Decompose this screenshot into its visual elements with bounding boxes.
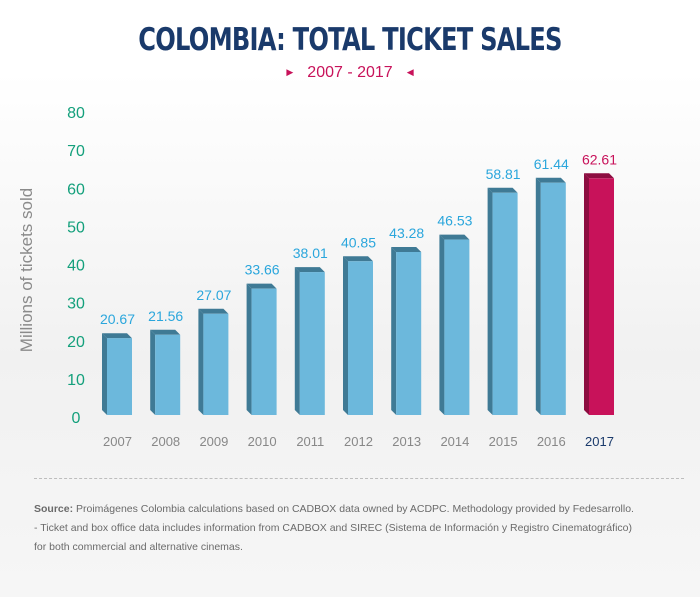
y-tick-label: 80 (67, 105, 85, 122)
y-tick-label: 30 (67, 296, 85, 313)
y-tick-label: 20 (67, 334, 85, 351)
y-tick-label: 70 (67, 143, 85, 160)
divider (34, 478, 684, 479)
bar-side (584, 173, 589, 415)
x-tick-label: 2007 (103, 434, 132, 449)
arrow-right-icon: ▶ (286, 67, 294, 77)
bar-top (102, 333, 132, 339)
bar-top (150, 329, 181, 335)
bar (589, 178, 614, 415)
bar-side (439, 234, 445, 415)
bar (396, 251, 422, 415)
bar-top (391, 246, 422, 252)
source-text: Proimágenes Colombia calculations based … (73, 503, 634, 515)
bar (251, 288, 277, 415)
bar-side (294, 267, 300, 415)
source-label: Source: (34, 503, 74, 515)
bar-side (535, 177, 541, 415)
x-tick-label: 2008 (151, 434, 180, 449)
value-label: 43.28 (389, 225, 424, 241)
bar-top (198, 308, 229, 314)
value-label: 61.44 (534, 156, 569, 172)
value-label: 40.85 (341, 234, 376, 250)
x-tick-label: 2010 (248, 434, 277, 449)
y-tick-label: 50 (67, 219, 85, 236)
source-line: Source: Proimágenes Colombia calculation… (34, 500, 674, 519)
chart-title: COLOMBIA: TOTAL TICKET SALES (138, 22, 562, 58)
bar-side (487, 187, 493, 415)
x-tick-label: 2014 (440, 434, 469, 449)
value-label: 20.67 (100, 311, 135, 327)
source-note: Source: Proimágenes Colombia calculation… (34, 500, 674, 557)
x-tick-label: 2011 (296, 434, 324, 449)
x-tick-label: 2017 (585, 434, 614, 449)
bar (348, 261, 373, 415)
bar-side (150, 329, 156, 415)
value-label: 58.81 (486, 166, 521, 182)
bar (444, 239, 470, 415)
subtitle-text: 2007 - 2017 (307, 64, 393, 81)
bar-side (102, 333, 107, 415)
y-tick-label: 40 (67, 258, 85, 275)
bar-side (391, 246, 397, 415)
value-label: 46.53 (437, 213, 472, 229)
bar (540, 182, 566, 415)
bar-side (198, 308, 204, 415)
arrow-left-icon: ◀ (406, 67, 414, 77)
bar (492, 192, 518, 415)
bar-top (343, 256, 373, 262)
x-tick-label: 2015 (489, 434, 518, 449)
bar-side (246, 283, 252, 415)
y-tick-label: 10 (67, 372, 85, 389)
note-line-2: for both commercial and alternative cine… (34, 541, 243, 553)
bar-top (294, 267, 325, 273)
bar-top (487, 187, 518, 193)
value-label: 62.61 (582, 151, 617, 167)
value-label: 38.01 (293, 245, 328, 261)
bar (107, 338, 132, 415)
bar-top (584, 173, 614, 179)
x-tick-label: 2013 (392, 434, 421, 449)
chart-subtitle: ▶ 2007 - 2017 ◀ (0, 64, 700, 82)
value-label: 27.07 (196, 287, 231, 303)
bar-top (246, 283, 277, 289)
x-tick-label: 2012 (344, 434, 373, 449)
bar-side (343, 256, 348, 415)
value-label: 33.66 (245, 262, 280, 278)
bar-top (535, 177, 566, 183)
note-line-1: - Ticket and box office data includes in… (34, 522, 632, 534)
value-label: 21.56 (148, 308, 183, 324)
bar-chart: Millions of tickets sold 0 10 20 30 40 50 60 70 8… (17, 105, 617, 449)
bar-top (439, 234, 470, 240)
bar (203, 313, 229, 415)
y-axis-label: Millions of tickets sold (17, 188, 36, 352)
y-tick-label: 0 (72, 410, 81, 427)
x-tick-label: 2009 (199, 434, 228, 449)
y-tick-label: 60 (67, 181, 85, 198)
x-tick-label: 2016 (537, 434, 566, 449)
bar (299, 272, 325, 415)
bar (155, 334, 181, 415)
